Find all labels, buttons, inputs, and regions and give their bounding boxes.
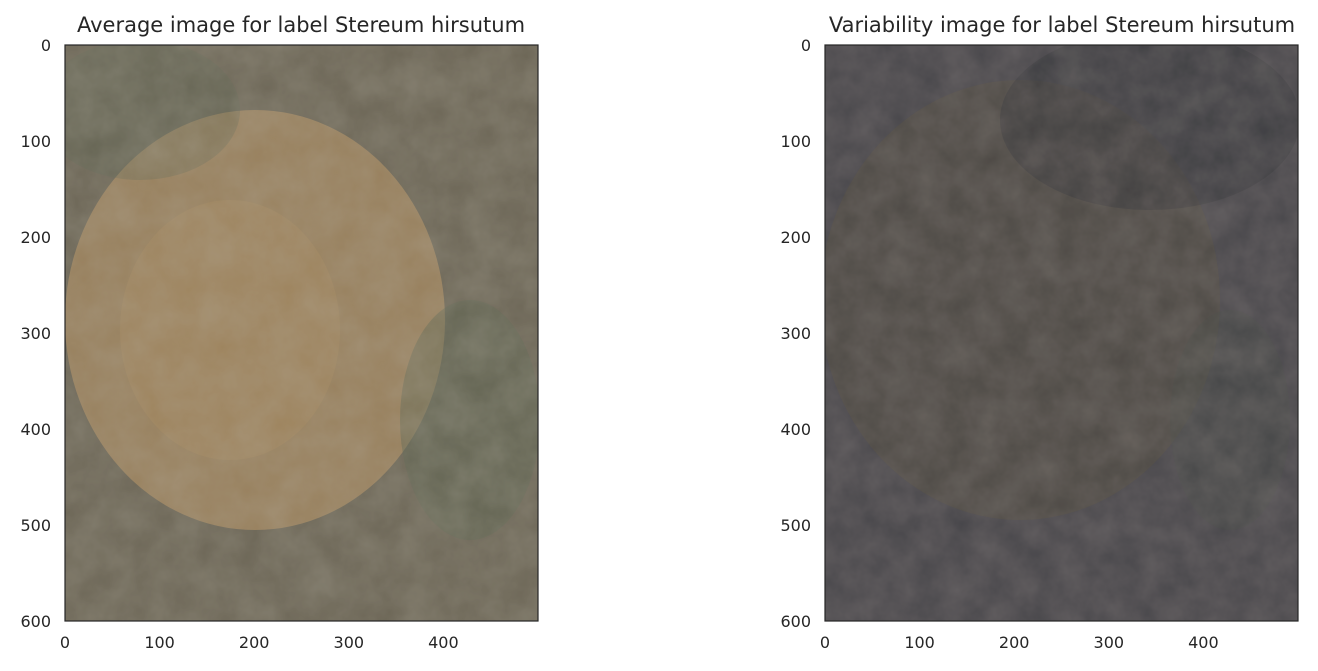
variability-y-tick-label: 100 (780, 132, 811, 151)
average-panel: Average image for label Stereum hirsutum… (20, 13, 539, 652)
variability-x-tick-label: 0 (820, 633, 830, 652)
variability-axes-frame (824, 44, 1299, 622)
average-x-tick-label: 100 (144, 633, 175, 652)
variability-x-tick-label: 400 (1188, 633, 1219, 652)
average-x-tick-label: 0 (60, 633, 70, 652)
average-y-tick-label: 300 (20, 324, 51, 343)
variability-y-tick-label: 300 (780, 324, 811, 343)
variability-panel: Variability image for label Stereum hirs… (780, 13, 1299, 652)
variability-y-tick-label: 500 (780, 516, 811, 535)
average-y-tick-label: 200 (20, 228, 51, 247)
variability-x-tick-label: 300 (1094, 633, 1125, 652)
average-y-tick-label: 100 (20, 132, 51, 151)
average-image (64, 44, 539, 622)
average-y-tick-label: 400 (20, 420, 51, 439)
average-x-tick-label: 400 (428, 633, 459, 652)
average-axes-frame (64, 44, 539, 622)
average-y-tick-label: 0 (41, 36, 51, 55)
average-x-ticks: 0 100 200 300 400 (60, 633, 459, 652)
variability-y-ticks: 0 100 200 300 400 500 600 (780, 36, 811, 631)
average-x-tick-label: 300 (334, 633, 365, 652)
variability-x-ticks: 0 100 200 300 400 (820, 633, 1219, 652)
variability-y-tick-label: 200 (780, 228, 811, 247)
average-y-ticks: 0 100 200 300 400 500 600 (20, 36, 51, 631)
variability-x-tick-label: 200 (999, 633, 1030, 652)
variability-image-texture (825, 45, 1298, 621)
average-y-tick-label: 500 (20, 516, 51, 535)
average-image-texture (65, 45, 538, 621)
average-y-tick-label: 600 (20, 612, 51, 631)
variability-x-tick-label: 100 (904, 633, 935, 652)
variability-y-tick-label: 400 (780, 420, 811, 439)
variability-y-tick-label: 0 (801, 36, 811, 55)
average-x-tick-label: 200 (239, 633, 270, 652)
variability-y-tick-label: 600 (780, 612, 811, 631)
variability-title: Variability image for label Stereum hirs… (829, 13, 1295, 37)
variability-image (824, 44, 1299, 622)
average-title: Average image for label Stereum hirsutum (77, 13, 525, 37)
